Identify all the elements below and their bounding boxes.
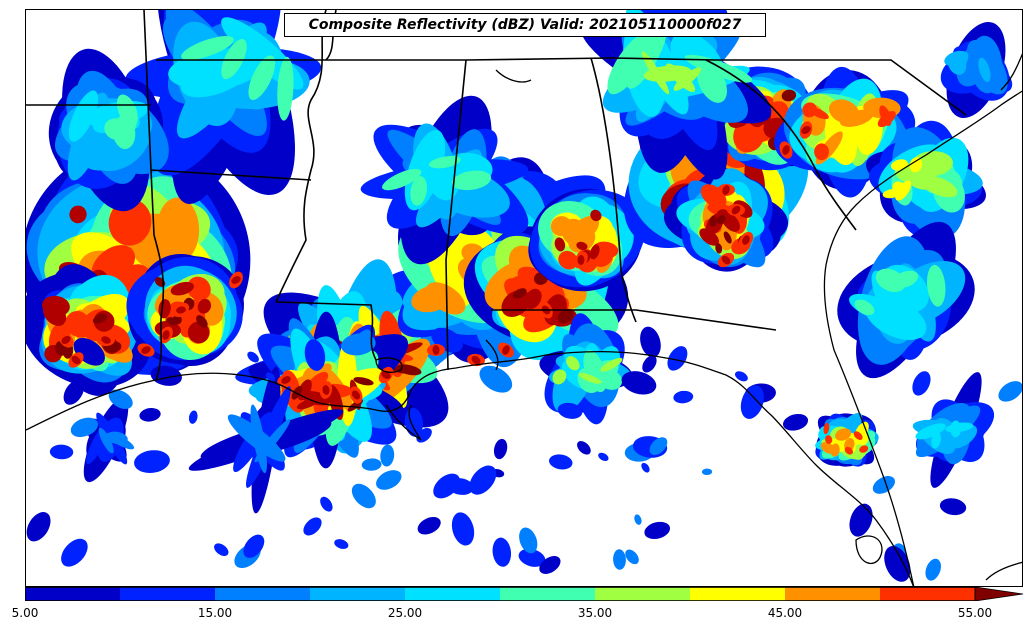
colorbar-bin <box>595 587 691 601</box>
al-ga-border <box>590 57 637 323</box>
colorbar-bin <box>310 587 406 601</box>
colorbar-tick-label: 45.00 <box>767 606 803 620</box>
state-borders <box>26 10 967 381</box>
fl-keys <box>985 561 1022 581</box>
fl-al-ga-border <box>491 309 777 331</box>
atlantic-coast <box>823 90 1022 586</box>
colorbar-bin <box>120 587 216 601</box>
colorbar-tick-label: 25.00 <box>387 606 423 620</box>
gulf-coast <box>26 350 914 586</box>
map-panel <box>25 9 1023 587</box>
reflectivity-field <box>26 10 1022 582</box>
colorbar-tick-label: 5.00 <box>11 606 39 620</box>
colorbar-extend-arrow <box>974 587 1024 601</box>
colorbar-tick-label: 55.00 <box>957 606 993 620</box>
tx-ar-border <box>143 10 155 236</box>
reflectivity-map <box>26 10 1022 586</box>
colorbar-bin <box>500 587 596 601</box>
tn-border <box>156 57 612 61</box>
tx-la-border <box>153 234 165 381</box>
map-title: Composite Reflectivity (dBZ) Valid: 2021… <box>284 13 766 37</box>
tn-nc-border <box>610 57 717 61</box>
river-delta <box>385 404 422 441</box>
ar-la-border <box>150 169 312 181</box>
mobile-bay <box>485 339 499 371</box>
nc-coast <box>1000 53 1022 91</box>
tn-river <box>495 69 532 83</box>
la-ms-border <box>275 301 377 361</box>
colorbar-bin <box>690 587 786 601</box>
colorbar-tick-label: 35.00 <box>577 606 613 620</box>
colorbar-bin <box>215 587 311 601</box>
ms-river-border <box>275 10 327 303</box>
lake-pontchartrain <box>375 357 403 373</box>
nc-sc-border <box>716 59 967 116</box>
colorbar <box>25 587 1024 601</box>
lake-okeechobee <box>855 535 883 565</box>
colorbar-bin <box>785 587 881 601</box>
colorbar-tick-label: 15.00 <box>197 606 233 620</box>
coastlines <box>26 53 1022 586</box>
colorbar-bin <box>880 587 976 601</box>
colorbar-bin <box>25 587 121 601</box>
colorbar-bin <box>405 587 501 601</box>
ms-al-border <box>445 59 467 371</box>
ga-sc-border <box>705 59 857 231</box>
